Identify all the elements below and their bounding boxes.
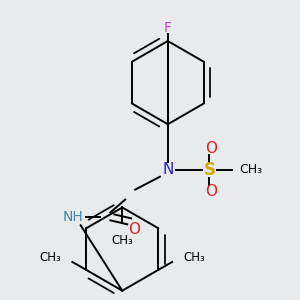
Text: NH: NH	[62, 210, 83, 224]
Text: O: O	[206, 140, 218, 155]
Text: CH₃: CH₃	[239, 163, 262, 176]
Text: O: O	[206, 184, 218, 199]
Text: CH₃: CH₃	[40, 251, 62, 265]
Text: F: F	[164, 21, 172, 35]
Text: S: S	[203, 161, 215, 179]
Text: CH₃: CH₃	[183, 251, 205, 265]
Text: N: N	[162, 162, 173, 177]
Text: CH₃: CH₃	[111, 234, 133, 247]
Text: O: O	[128, 222, 140, 237]
